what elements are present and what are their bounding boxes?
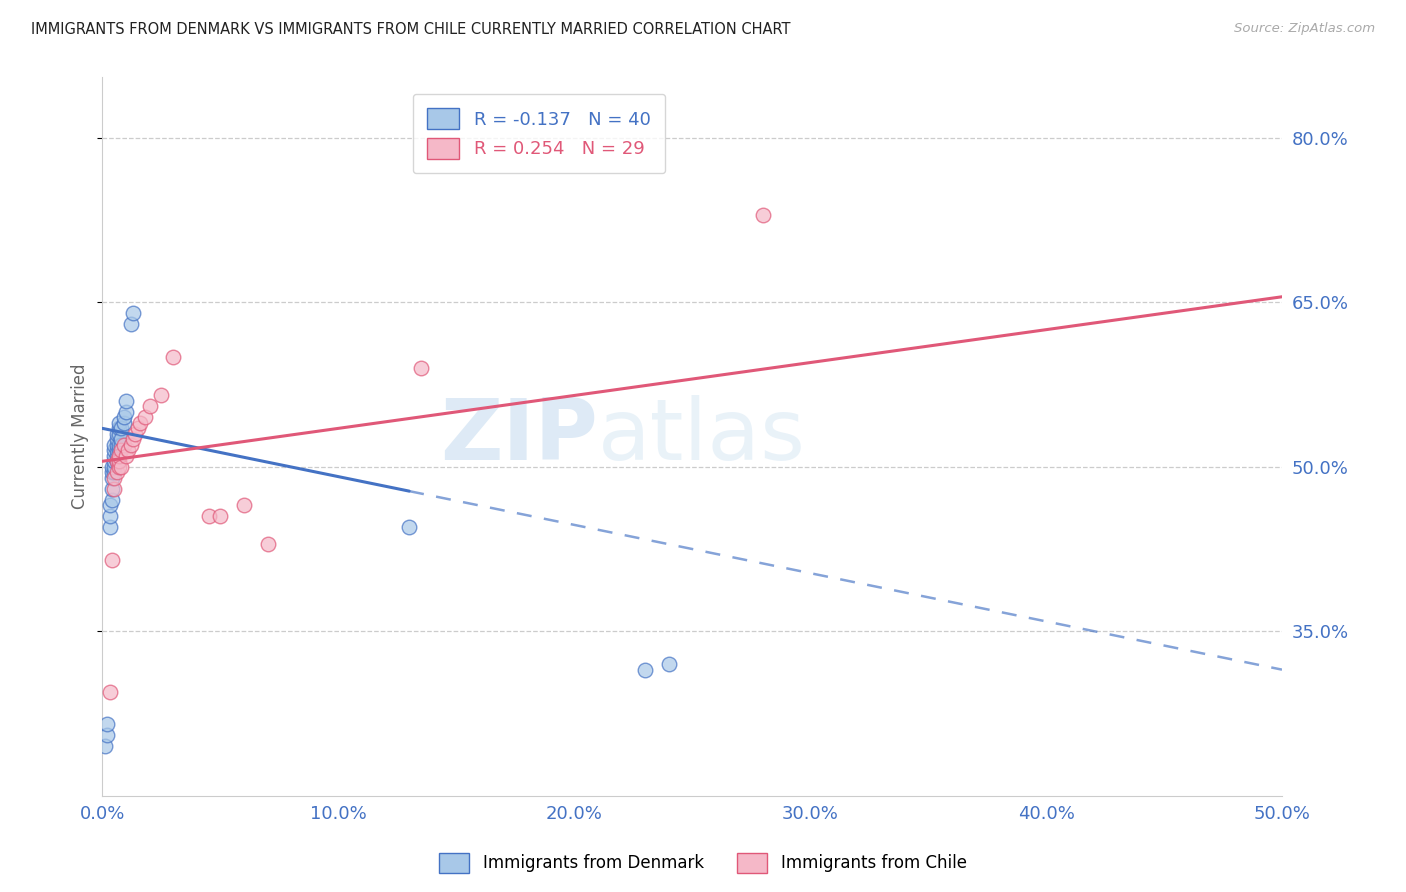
Point: [108, 426, 131, 441]
Point: [112, 416, 135, 430]
Point: [127, 421, 149, 435]
Point: [98, 509, 121, 524]
Point: [138, 400, 160, 414]
Point: [117, 443, 139, 458]
Point: [115, 449, 138, 463]
Point: [105, 426, 128, 441]
Point: [122, 306, 145, 320]
Point: [124, 426, 146, 441]
Legend: Immigrants from Denmark, Immigrants from Chile: Immigrants from Denmark, Immigrants from…: [433, 847, 973, 880]
Point: [658, 657, 681, 672]
Point: [112, 410, 135, 425]
Point: [398, 520, 420, 534]
Point: [103, 465, 125, 479]
Point: [103, 482, 125, 496]
Point: [101, 465, 124, 479]
Point: [120, 438, 142, 452]
Point: [101, 492, 124, 507]
Point: [105, 433, 128, 447]
Point: [110, 438, 132, 452]
Point: [120, 317, 142, 331]
Point: [752, 207, 775, 221]
Point: [98, 520, 121, 534]
Point: [634, 663, 657, 677]
Point: [101, 553, 124, 567]
Point: [108, 459, 131, 474]
Text: atlas: atlas: [598, 395, 806, 478]
Point: [101, 459, 124, 474]
Point: [108, 416, 131, 430]
Point: [108, 449, 131, 463]
Point: [98, 684, 121, 698]
Point: [110, 421, 132, 435]
Point: [105, 443, 128, 458]
Point: [105, 465, 128, 479]
Point: [103, 454, 125, 468]
Point: [103, 459, 125, 474]
Point: [197, 509, 219, 524]
Text: Source: ZipAtlas.com: Source: ZipAtlas.com: [1234, 22, 1375, 36]
Point: [233, 498, 256, 512]
Point: [103, 443, 125, 458]
Point: [112, 438, 135, 452]
Point: [162, 350, 184, 364]
Legend: R = -0.137   N = 40, R = 0.254   N = 29: R = -0.137 N = 40, R = 0.254 N = 29: [412, 94, 665, 173]
Point: [108, 438, 131, 452]
Point: [110, 433, 132, 447]
Point: [110, 459, 132, 474]
Point: [110, 443, 132, 458]
Point: [103, 438, 125, 452]
Point: [101, 471, 124, 485]
Point: [105, 454, 128, 468]
Point: [108, 421, 131, 435]
Text: IMMIGRANTS FROM DENMARK VS IMMIGRANTS FROM CHILE CURRENTLY MARRIED CORRELATION C: IMMIGRANTS FROM DENMARK VS IMMIGRANTS FR…: [31, 22, 790, 37]
Point: [115, 405, 138, 419]
Point: [129, 416, 152, 430]
Point: [101, 482, 124, 496]
Point: [98, 498, 121, 512]
Y-axis label: Currently Married: Currently Married: [72, 364, 89, 509]
Point: [122, 433, 145, 447]
Point: [108, 443, 131, 458]
Point: [94, 739, 117, 754]
Point: [409, 361, 432, 376]
Point: [256, 536, 278, 550]
Point: [108, 454, 131, 468]
Point: [96, 728, 118, 742]
Point: [115, 394, 138, 409]
Point: [105, 454, 128, 468]
Point: [103, 471, 125, 485]
Point: [103, 449, 125, 463]
Point: [105, 438, 128, 452]
Point: [96, 717, 118, 731]
Point: [105, 449, 128, 463]
Text: ZIP: ZIP: [440, 395, 598, 478]
Point: [134, 410, 156, 425]
Point: [209, 509, 232, 524]
Point: [150, 388, 173, 402]
